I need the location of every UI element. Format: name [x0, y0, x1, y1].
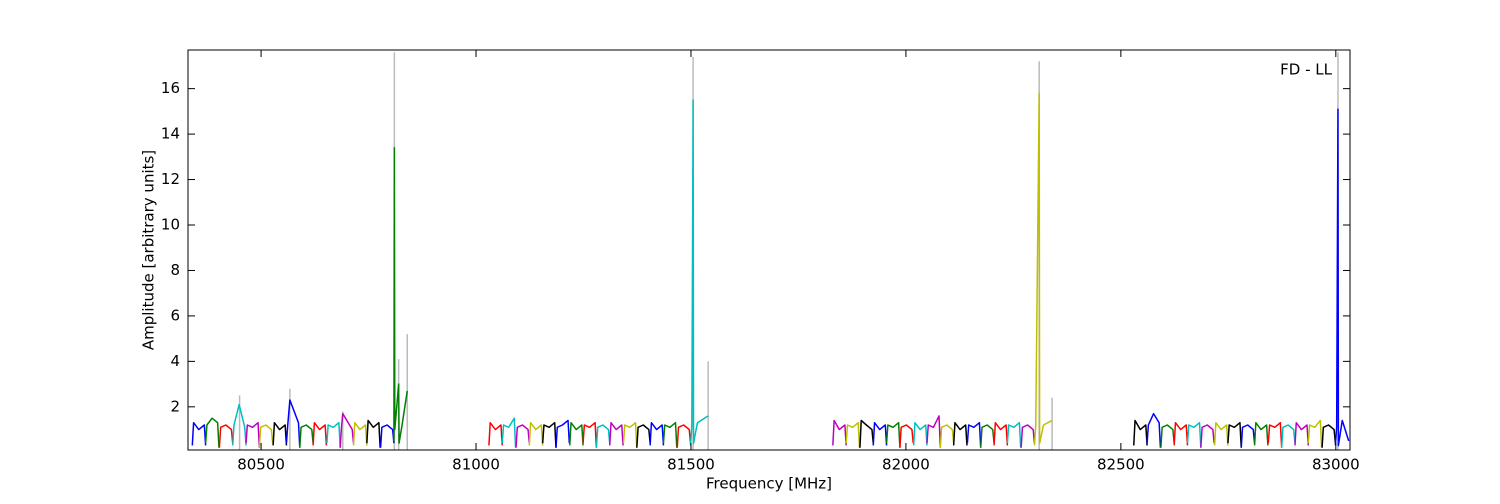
spectrum-segment: [1334, 108, 1350, 447]
spectrum-segment: [231, 403, 247, 446]
spectrum-segment: [1146, 412, 1162, 448]
x-tick-label: 80500: [237, 456, 285, 474]
spectrum-segment: [339, 412, 355, 448]
spectrum-segment: [258, 424, 274, 448]
spectrum-segment: [845, 421, 861, 448]
spectrum-segment: [979, 424, 995, 448]
spectrum-segment: [393, 146, 408, 444]
spectrum-segment: [676, 424, 692, 448]
spectrum-segment: [966, 421, 982, 448]
y-tick-label: 10: [161, 216, 180, 234]
spectrum-segment: [488, 421, 503, 446]
spectrum-segment: [191, 421, 207, 446]
spectrum-segment: [939, 424, 955, 448]
spectrum-segment: [352, 421, 368, 446]
spectrum-segment: [622, 421, 638, 448]
spectrum-segment: [379, 424, 395, 448]
spectrum-segment: [1160, 424, 1175, 448]
spectrum-segment: [1186, 421, 1202, 448]
spectrum-segment: [1020, 424, 1036, 448]
x-tick-label: 83000: [1312, 456, 1360, 474]
x-tick-label: 82000: [882, 456, 930, 474]
spectrum-segment: [515, 424, 531, 448]
spectrum-segment: [285, 399, 301, 448]
spectrum-segment: [1307, 419, 1323, 448]
spectrum-segment: [899, 424, 914, 448]
spectrum-segment: [608, 421, 624, 446]
plot-area: [191, 52, 1350, 450]
spectrum-segment: [689, 99, 709, 446]
spectrum-segment: [555, 419, 571, 448]
y-tick-label: 4: [170, 352, 180, 370]
spectrum-segment: [859, 419, 874, 448]
spectrum-segment: [1280, 424, 1296, 448]
spectrum-segment: [1253, 421, 1269, 446]
spectrum-segment: [245, 421, 261, 448]
y-tick-label: 2: [170, 397, 180, 415]
y-tick-label: 8: [170, 261, 180, 279]
spectrum-segment: [582, 421, 598, 448]
x-tick-label: 81500: [667, 456, 715, 474]
spectrum-segment: [299, 424, 314, 448]
spectrum-segment: [649, 421, 665, 446]
spectrum-segment: [568, 421, 584, 446]
spectrum-segment: [832, 419, 847, 446]
x-axis-label: Frequency [MHz]: [706, 475, 832, 493]
y-tick-label: 16: [161, 79, 180, 97]
spectrum-segment: [326, 421, 341, 448]
y-tick-label: 6: [170, 306, 180, 324]
spectrum-segment: [1267, 421, 1283, 448]
axes-frame: [187, 49, 1351, 451]
spectrum-segment: [1227, 421, 1242, 448]
spectrum-segment: [1240, 424, 1256, 448]
spectrum-segment: [541, 421, 557, 448]
spectrum-segment: [1173, 421, 1189, 446]
spectrum-segment: [662, 421, 678, 448]
spectrum-segment: [1200, 424, 1215, 448]
spectrum-segment: [366, 419, 381, 448]
spectrum-segment: [926, 415, 942, 448]
spectrum-segment: [1213, 421, 1229, 446]
spectrum-segment: [993, 421, 1009, 446]
spectrum-segment: [885, 421, 901, 448]
spectrum-segment: [1133, 419, 1148, 446]
x-tick-label: 81000: [452, 456, 500, 474]
spectrum-segment: [952, 421, 968, 446]
annotation: FD - LL: [1280, 61, 1332, 79]
spectrum-segment: [1294, 421, 1310, 446]
spectrum-segment: [872, 421, 888, 446]
spectrum-segment: [528, 421, 544, 446]
spectrum-segment: [595, 424, 611, 448]
y-tick-label: 12: [161, 170, 180, 188]
x-tick-label: 82500: [1097, 456, 1145, 474]
spectrum-segment: [636, 424, 651, 448]
spectrum-segment: [1033, 92, 1053, 446]
spectrum-segment: [1006, 421, 1022, 448]
spectrum-segment: [912, 421, 928, 446]
spectrum-segment: [272, 421, 288, 446]
spectrum-segment: [312, 421, 328, 446]
spectrum-segment: [204, 417, 220, 448]
spectrum-segment: [501, 417, 517, 448]
spectrum-segment: [1321, 424, 1337, 448]
y-tick-label: 14: [161, 125, 180, 143]
spectrum-segment: [218, 424, 234, 448]
y-axis-label: Amplitude [arbitrary units]: [140, 150, 158, 350]
